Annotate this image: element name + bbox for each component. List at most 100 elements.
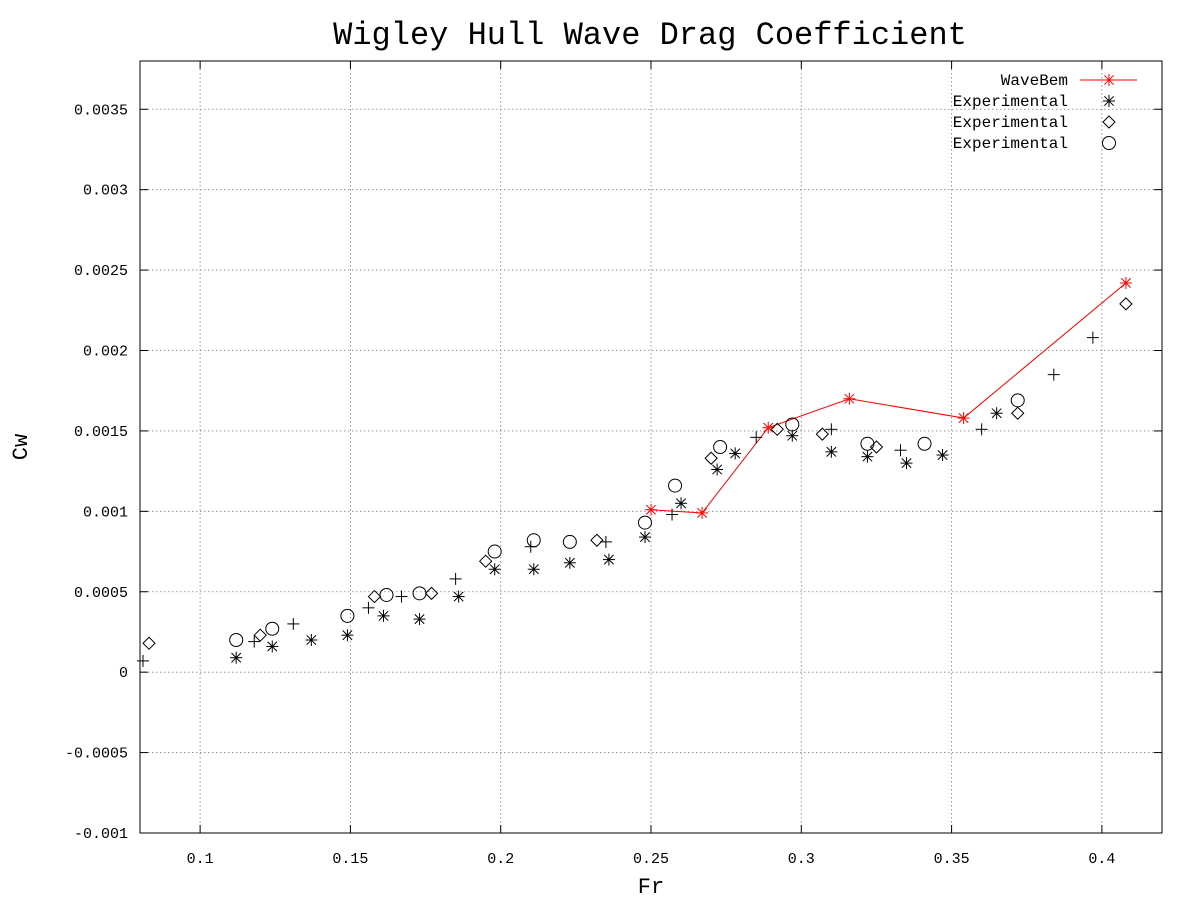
data-point-asterisk — [638, 531, 651, 544]
data-point-asterisk — [675, 497, 688, 510]
data-point-asterisk — [861, 450, 874, 463]
grid — [140, 61, 1162, 834]
y-tick-label: 0 — [119, 665, 128, 682]
data-point-line-star — [696, 506, 709, 519]
data-point-asterisk — [230, 651, 243, 664]
y-tick-label: 0.0015 — [74, 424, 128, 441]
data-point-circle — [637, 515, 652, 530]
data-point-asterisk — [527, 563, 540, 576]
data-point-diamond — [815, 427, 830, 441]
data-point-asterisk — [452, 590, 465, 603]
data-point-diamond — [424, 586, 439, 601]
legend-label: Experimental — [953, 93, 1068, 111]
data-point-plus — [362, 601, 375, 614]
legend-item: Experimental — [953, 114, 1116, 132]
data-point-asterisk — [305, 634, 318, 646]
data-point-diamond — [590, 533, 604, 547]
legend-marker — [1103, 95, 1115, 107]
legend-marker — [1102, 115, 1116, 129]
data-point-line-star — [645, 503, 657, 516]
series-diamond — [142, 297, 1133, 650]
data-point-circle — [562, 534, 577, 549]
data-point-asterisk — [602, 553, 615, 566]
data-point-asterisk — [825, 445, 838, 458]
data-point-plus — [137, 654, 150, 667]
x-tick-label: 0.3 — [788, 851, 815, 868]
y-tick-label: 0.0035 — [74, 102, 128, 119]
data-point-line-star — [1119, 276, 1132, 289]
y-tick-label: 0.003 — [83, 183, 128, 200]
series-line-star — [645, 276, 1132, 519]
plot-area — [137, 276, 1133, 667]
y-tick-label: -0.001 — [74, 826, 128, 843]
data-point-circle — [487, 544, 502, 559]
y-tick-label: 0.001 — [83, 504, 128, 521]
y-tick-label: -0.0005 — [65, 746, 128, 763]
data-point-diamond — [869, 440, 884, 454]
data-point-asterisk — [488, 563, 501, 576]
legend-label: WaveBem — [1001, 72, 1068, 90]
x-tick-label: 0.35 — [934, 851, 970, 868]
data-point-diamond — [478, 554, 493, 568]
legend-item: Experimental — [953, 135, 1116, 153]
legend-item: Experimental — [953, 93, 1115, 111]
data-point-plus — [750, 431, 763, 444]
legend-label: Experimental — [953, 114, 1068, 132]
data-point-plus — [825, 423, 838, 436]
data-point-asterisk — [900, 457, 913, 470]
x-tick-label: 0.2 — [487, 851, 514, 868]
data-point-circle — [412, 586, 427, 601]
data-point-plus — [599, 535, 612, 548]
data-point-diamond — [770, 422, 784, 437]
data-point-plus — [1047, 368, 1060, 381]
legend: WaveBem Experimental Experimental Experimen… — [953, 72, 1137, 153]
wavebem-line — [650, 282, 1127, 514]
y-tick-label: 0.0005 — [74, 585, 128, 602]
y-tick-label: 0.002 — [83, 344, 128, 361]
data-point-plus — [666, 508, 679, 521]
data-point-line-star — [843, 392, 856, 405]
data-point-asterisk — [990, 407, 1003, 420]
chart-title: Wigley Hull Wave Drag Coefficient — [333, 17, 967, 54]
data-point-asterisk — [711, 463, 724, 476]
legend-marker — [1102, 136, 1116, 150]
data-point-plus — [975, 423, 988, 436]
data-point-circle — [1010, 393, 1025, 408]
data-point-circle — [379, 587, 394, 602]
data-point-asterisk — [341, 629, 354, 642]
x-tick-label: 0.1 — [187, 851, 214, 868]
data-point-circle — [713, 440, 728, 454]
x-axis-title: Fr — [638, 875, 664, 900]
data-point-asterisk — [266, 640, 279, 653]
data-point-diamond — [253, 628, 267, 642]
data-point-asterisk — [729, 447, 742, 460]
y-axis-title: Cw — [9, 434, 34, 460]
data-point-asterisk — [377, 609, 390, 622]
axis-ticks: 0.1 0.15 0.2 0.25 0.3 0.35 0.4 -0.001 -0.0005 0 0.… — [65, 61, 1162, 868]
data-point-circle — [340, 608, 355, 623]
data-point-diamond — [367, 589, 382, 604]
data-point-plus — [449, 572, 462, 585]
data-point-plus — [248, 635, 261, 648]
data-point-asterisk — [936, 449, 949, 462]
data-point-asterisk — [786, 429, 799, 442]
data-point-circle — [860, 436, 875, 451]
x-tick-label: 0.15 — [332, 851, 368, 868]
series-circle — [229, 393, 1025, 647]
x-tick-label: 0.4 — [1088, 851, 1115, 868]
data-point-diamond — [1011, 406, 1025, 420]
data-point-line-star — [957, 412, 970, 425]
data-point-circle — [526, 533, 541, 548]
data-point-diamond — [1119, 297, 1133, 311]
legend-label: Experimental — [953, 135, 1068, 153]
data-point-plus — [524, 540, 537, 553]
data-point-plus — [1086, 331, 1099, 344]
data-point-plus — [894, 444, 907, 457]
data-point-plus — [395, 590, 408, 603]
series-asterisk — [230, 407, 1003, 664]
data-point-circle — [785, 417, 800, 432]
x-tick-label: 0.25 — [633, 851, 669, 868]
data-point-diamond — [142, 636, 156, 650]
data-point-diamond — [704, 451, 718, 465]
data-point-circle — [668, 478, 683, 493]
